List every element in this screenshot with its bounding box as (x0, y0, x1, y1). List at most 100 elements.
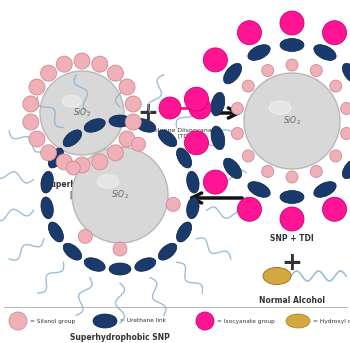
Ellipse shape (280, 38, 304, 51)
Circle shape (184, 87, 209, 111)
Circle shape (74, 53, 90, 69)
Circle shape (113, 242, 127, 256)
Circle shape (242, 80, 254, 92)
Text: = Silanol group: = Silanol group (30, 319, 75, 323)
Ellipse shape (224, 158, 241, 179)
Ellipse shape (280, 190, 304, 203)
Circle shape (262, 165, 274, 177)
Circle shape (203, 48, 228, 72)
Circle shape (41, 145, 57, 161)
Circle shape (125, 96, 141, 112)
Circle shape (330, 80, 342, 92)
Circle shape (203, 170, 228, 194)
Circle shape (196, 312, 214, 330)
Circle shape (310, 64, 322, 76)
Circle shape (244, 73, 340, 169)
Text: Toluene Diisocyanate
[TDI]: Toluene Diisocyanate [TDI] (152, 128, 218, 139)
Circle shape (9, 312, 27, 330)
Circle shape (72, 147, 168, 243)
Circle shape (29, 79, 45, 95)
Ellipse shape (109, 263, 131, 275)
Ellipse shape (63, 243, 82, 260)
Text: SiO$_2$: SiO$_2$ (73, 107, 91, 119)
Ellipse shape (211, 92, 225, 116)
Circle shape (41, 65, 57, 81)
Circle shape (159, 97, 181, 119)
Ellipse shape (342, 158, 350, 179)
Text: Superhydrophilic
[SNP]: Superhydrophilic [SNP] (45, 180, 119, 199)
Ellipse shape (93, 314, 117, 328)
Circle shape (238, 197, 261, 221)
Circle shape (310, 165, 322, 177)
Circle shape (92, 56, 108, 72)
Circle shape (40, 71, 124, 155)
Ellipse shape (135, 258, 156, 271)
Ellipse shape (263, 268, 291, 284)
Text: = Urethane link: = Urethane link (120, 319, 166, 323)
Ellipse shape (41, 171, 53, 193)
Ellipse shape (314, 182, 336, 197)
Circle shape (330, 150, 342, 162)
Ellipse shape (135, 119, 156, 132)
Ellipse shape (158, 130, 177, 147)
Text: SiO$_2$: SiO$_2$ (111, 189, 129, 201)
Text: SiO$_2$: SiO$_2$ (283, 115, 301, 127)
Circle shape (119, 131, 135, 147)
Ellipse shape (109, 115, 131, 127)
Circle shape (125, 114, 141, 130)
Circle shape (23, 114, 39, 130)
Circle shape (189, 97, 211, 119)
Circle shape (231, 103, 243, 115)
Circle shape (280, 11, 304, 35)
Ellipse shape (158, 243, 177, 260)
Circle shape (322, 21, 346, 45)
Ellipse shape (286, 314, 310, 328)
Circle shape (242, 150, 254, 162)
Ellipse shape (224, 63, 241, 84)
Circle shape (119, 79, 135, 95)
Ellipse shape (84, 119, 105, 132)
Circle shape (56, 56, 72, 72)
Circle shape (107, 145, 124, 161)
Circle shape (107, 65, 124, 81)
Circle shape (286, 59, 298, 71)
Circle shape (92, 154, 108, 170)
Text: = Isocyanate group: = Isocyanate group (217, 319, 275, 323)
Ellipse shape (48, 222, 63, 242)
Circle shape (66, 161, 80, 175)
Circle shape (78, 229, 92, 244)
Ellipse shape (269, 101, 291, 114)
Circle shape (286, 171, 298, 183)
Ellipse shape (97, 175, 119, 188)
Ellipse shape (63, 130, 82, 147)
Circle shape (341, 103, 350, 115)
Circle shape (322, 197, 346, 221)
Circle shape (280, 207, 304, 231)
Ellipse shape (187, 171, 199, 193)
Circle shape (132, 137, 146, 151)
Circle shape (29, 131, 45, 147)
Circle shape (231, 128, 243, 140)
Text: +: + (138, 101, 159, 125)
Circle shape (74, 157, 90, 173)
Circle shape (238, 21, 261, 45)
Ellipse shape (342, 63, 350, 84)
Ellipse shape (62, 95, 81, 107)
Circle shape (341, 128, 350, 140)
Ellipse shape (176, 222, 192, 242)
Ellipse shape (187, 197, 199, 219)
Ellipse shape (248, 182, 270, 197)
Ellipse shape (176, 148, 192, 168)
Circle shape (23, 96, 39, 112)
Text: = Hydroxyl of alcohol: = Hydroxyl of alcohol (313, 319, 350, 323)
Text: Superhydrophobic SNP: Superhydrophobic SNP (70, 333, 170, 342)
Circle shape (56, 154, 72, 170)
Text: SNP + TDI: SNP + TDI (270, 234, 314, 243)
Ellipse shape (84, 258, 105, 271)
Circle shape (166, 197, 180, 211)
Ellipse shape (314, 45, 336, 60)
Text: +: + (281, 251, 302, 275)
Circle shape (262, 64, 274, 76)
Text: Normal Alcohol: Normal Alcohol (259, 296, 325, 305)
Ellipse shape (211, 126, 225, 150)
